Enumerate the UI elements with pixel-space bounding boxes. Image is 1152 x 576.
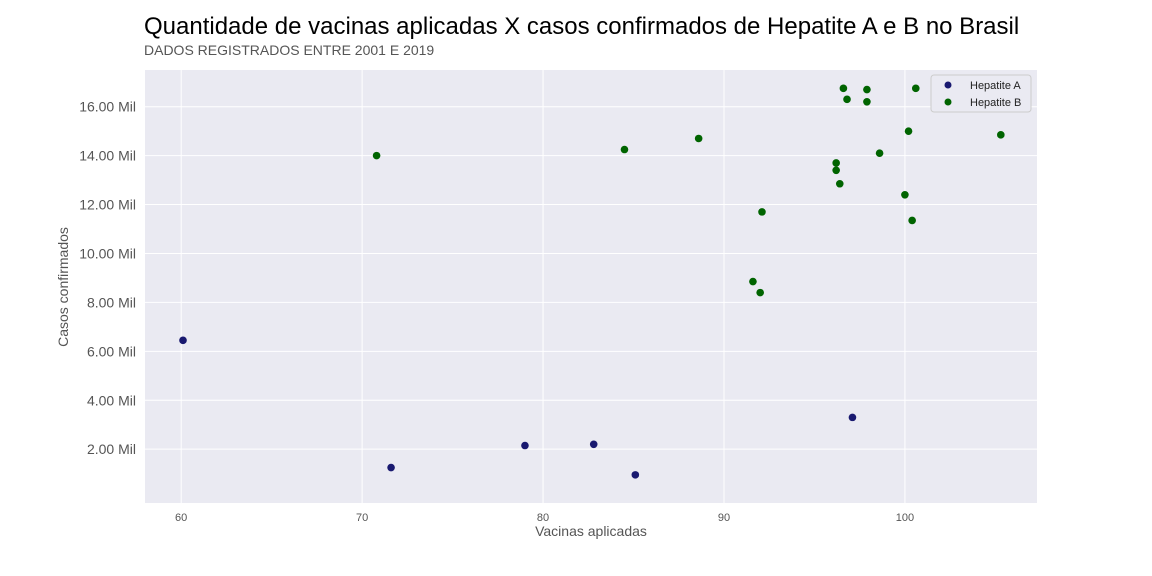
plot-area <box>145 70 1037 503</box>
data-point <box>694 134 703 143</box>
data-point <box>521 441 529 450</box>
x-axis-label: Vacinas aplicadas <box>535 523 647 539</box>
data-point <box>372 151 381 160</box>
x-axis-ticks: 60 70 80 90 100 <box>175 512 914 524</box>
data-point <box>997 131 1005 139</box>
y-tick-label: 10.00 Mil <box>79 245 136 261</box>
data-points <box>179 84 1005 479</box>
series-1 <box>372 84 1005 297</box>
legend-marker <box>944 98 952 106</box>
y-axis-ticks: 2.00 Mil 4.00 Mil 6.00 Mil 8.00 Mil 10.00 Mi… <box>79 99 136 457</box>
data-point <box>631 471 640 479</box>
y-axis-label: Casos confirmados <box>55 227 71 347</box>
grid-lines <box>145 70 1037 503</box>
legend-marker <box>944 81 952 89</box>
data-point <box>875 149 884 157</box>
data-point <box>832 166 840 175</box>
x-tick-label: 90 <box>718 512 730 524</box>
data-point <box>749 277 757 286</box>
data-point <box>901 190 909 199</box>
y-tick-label: 16.00 Mil <box>79 99 136 115</box>
data-point <box>863 98 871 106</box>
y-tick-label: 8.00 Mil <box>87 294 136 310</box>
x-tick-label: 100 <box>896 512 914 524</box>
data-point <box>843 95 851 104</box>
y-tick-label: 4.00 Mil <box>87 392 136 408</box>
chart-title: Quantidade de vacinas aplicadas X casos … <box>144 13 1020 40</box>
data-point <box>863 85 871 94</box>
chart-subtitle: DADOS REGISTRADOS ENTRE 2001 E 2019 <box>144 42 435 58</box>
data-point <box>848 413 857 422</box>
legend: Hepatite A Hepatite B <box>930 74 1032 113</box>
data-point <box>758 208 766 216</box>
data-point <box>835 179 844 188</box>
data-point <box>904 127 913 135</box>
y-tick-label: 6.00 Mil <box>87 343 136 359</box>
data-point <box>839 84 848 93</box>
x-tick-label: 80 <box>537 512 549 524</box>
legend-label: Hepatite A <box>970 80 1021 92</box>
data-point <box>911 84 920 93</box>
legend-box <box>930 74 1032 113</box>
y-tick-label: 12.00 Mil <box>79 197 136 213</box>
legend-label: Hepatite B <box>970 97 1021 109</box>
data-point <box>756 288 764 297</box>
data-point <box>589 440 598 449</box>
series-0 <box>179 336 857 479</box>
y-tick-label: 14.00 Mil <box>79 148 136 164</box>
data-point <box>620 145 629 154</box>
x-tick-label: 70 <box>356 512 368 524</box>
x-tick-label: 60 <box>175 512 187 524</box>
y-tick-label: 2.00 Mil <box>87 441 136 457</box>
data-point <box>387 463 395 472</box>
data-point <box>832 159 840 167</box>
data-point <box>179 336 187 345</box>
data-point <box>908 216 916 225</box>
